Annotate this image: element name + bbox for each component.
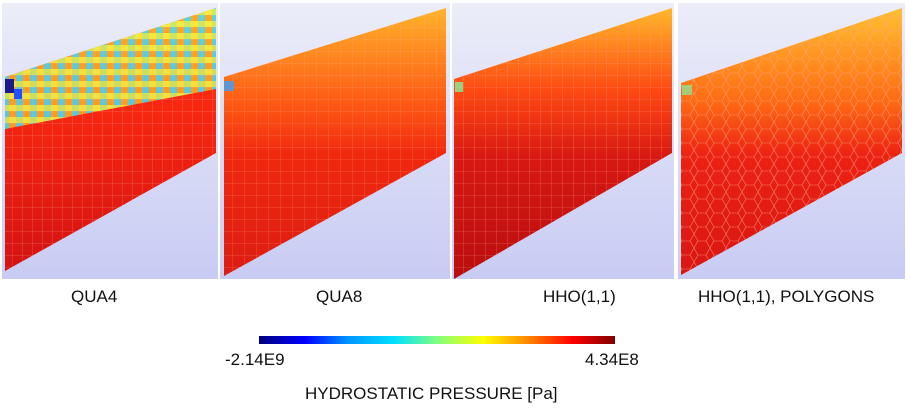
hho-polygons-pressure-field (678, 3, 905, 279)
qua4-pressure-field (2, 3, 218, 279)
colorbar-max-label: 4.34E8 (585, 350, 639, 369)
colorbar-title: HYDROSTATIC PRESSURE [Pa] (305, 384, 558, 403)
label-hho: HHO(1,1) (543, 287, 616, 306)
colorbar (259, 336, 615, 344)
label-hho-polygons: HHO(1,1), POLYGONS (698, 287, 875, 306)
panel-hho-polygons (678, 3, 905, 279)
panel-qua4 (2, 3, 218, 279)
label-qua8: QUA8 (316, 287, 363, 306)
hho-pressure-field (452, 3, 674, 279)
panel-hho (452, 3, 674, 279)
qua8-pressure-field (220, 3, 450, 279)
label-qua4: QUA4 (71, 287, 118, 306)
colorbar-min-label: -2.14E9 (225, 350, 285, 369)
panel-qua8 (220, 3, 450, 279)
